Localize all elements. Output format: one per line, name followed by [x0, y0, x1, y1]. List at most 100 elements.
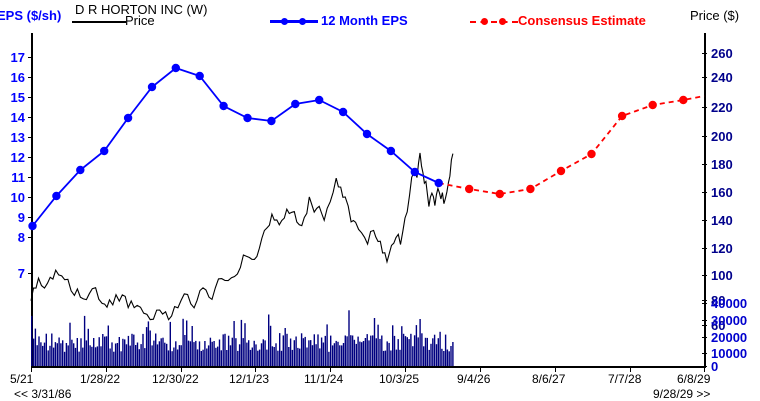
legend-consensus-marker-2 — [499, 18, 506, 25]
volume-bar — [273, 347, 275, 366]
left-tick-label-11: 11 — [11, 170, 25, 185]
left-tick-label-12: 12 — [10, 150, 25, 165]
consensus-point — [679, 95, 688, 105]
volume-bar — [227, 335, 230, 366]
volume-bar — [155, 333, 157, 366]
consensus-point — [556, 166, 566, 176]
volume-bar — [202, 349, 204, 366]
volume-bar — [107, 325, 109, 366]
right-tick-label-200: 200 — [711, 129, 733, 144]
volume-bar — [153, 340, 155, 366]
volume-bar — [226, 350, 228, 366]
volume-bar — [399, 349, 401, 366]
chart-title: D R HORTON INC (W) — [75, 2, 208, 17]
volume-bar — [135, 345, 137, 366]
volume-bar — [388, 342, 390, 366]
volume-bar — [98, 337, 100, 366]
volume-bar — [430, 343, 432, 366]
volume-bar — [36, 345, 38, 366]
nav-next-button[interactable]: 9/28/29 >> — [653, 387, 711, 401]
legend-eps-marker-2 — [299, 18, 306, 25]
volume-bar — [125, 344, 128, 366]
volume-bar — [277, 350, 279, 366]
volume-bar — [160, 338, 162, 366]
volume-bar — [104, 336, 106, 366]
volume-bar — [166, 343, 168, 366]
volume-bar — [56, 343, 58, 366]
volume-bar — [419, 319, 421, 366]
volume-bar — [67, 345, 69, 366]
volume-bar — [85, 340, 88, 366]
volume-bar — [289, 338, 292, 366]
volume-bar — [370, 335, 372, 366]
volume-bar — [186, 320, 188, 366]
x-tick-label-0: 5/21 — [10, 372, 34, 386]
volume-bar — [189, 341, 192, 366]
eps-point — [362, 129, 372, 139]
volume-bar — [408, 339, 410, 366]
right-tick-label-120: 120 — [711, 241, 733, 256]
volume-bar — [129, 345, 131, 366]
volume-bar — [404, 336, 407, 366]
volume-bar — [89, 345, 91, 366]
volume-bar — [171, 351, 173, 366]
volume-bar — [91, 346, 93, 366]
right-tick-label-220: 220 — [711, 100, 733, 115]
volume-bar — [297, 347, 299, 366]
volume-bar — [279, 333, 281, 366]
eps-point — [434, 178, 443, 188]
volume-bar — [100, 346, 102, 366]
volume-bar — [180, 345, 182, 366]
volume-bar — [346, 336, 348, 366]
volume-bar — [69, 322, 71, 366]
x-tick-label-2: 12/30/22 — [152, 372, 199, 386]
volume-bar — [169, 321, 171, 366]
volume-bar — [218, 339, 221, 366]
legend-price-label: Price — [125, 13, 155, 28]
legend-eps-label: 12 Month EPS — [321, 13, 408, 28]
x-axis-line — [31, 366, 706, 368]
volume-bar — [215, 347, 217, 366]
volume-bar — [173, 347, 175, 366]
volume-bar — [114, 343, 117, 366]
volume-bar — [315, 344, 317, 366]
volume-bar — [401, 326, 403, 366]
volume-bar — [74, 347, 77, 366]
volume-bar — [45, 333, 47, 366]
volume-bar — [133, 334, 135, 366]
volume-bar — [145, 327, 148, 366]
volume-bar — [195, 340, 197, 366]
price-line — [30, 152, 454, 321]
volume-bar — [248, 340, 250, 366]
volume-bar — [439, 331, 441, 366]
nav-prev-button[interactable]: << 3/31/86 — [14, 387, 72, 401]
volume-bar — [306, 347, 308, 366]
volume-bar — [393, 335, 396, 366]
volume-bar — [32, 338, 35, 366]
volume-bar — [375, 338, 377, 366]
volume-bar — [251, 347, 253, 366]
volume-bar — [284, 328, 286, 366]
volume-bar — [275, 343, 277, 366]
volume-bar — [424, 337, 427, 366]
volume-bar — [423, 346, 425, 366]
volume-bar — [80, 338, 82, 366]
volume-bar — [317, 334, 319, 366]
volume-bar — [113, 351, 115, 366]
volume-bar — [421, 333, 423, 366]
x-tick-label-5: 10/3/25 — [379, 372, 420, 386]
eps-point — [219, 101, 228, 111]
volume-tick-label-20000: 20000 — [711, 330, 748, 345]
volume-bar — [333, 343, 336, 366]
volume-bar — [348, 310, 350, 366]
eps-point — [171, 63, 180, 73]
volume-bar — [83, 315, 86, 366]
x-tick-label-1: 1/28/22 — [80, 372, 121, 386]
volume-bar — [269, 325, 272, 366]
volume-bar — [426, 337, 428, 366]
volume-bar — [382, 350, 385, 366]
volume-bar — [242, 338, 244, 366]
volume-bar — [302, 338, 305, 366]
volume-bar — [308, 340, 310, 366]
legend-eps-line — [270, 20, 318, 23]
